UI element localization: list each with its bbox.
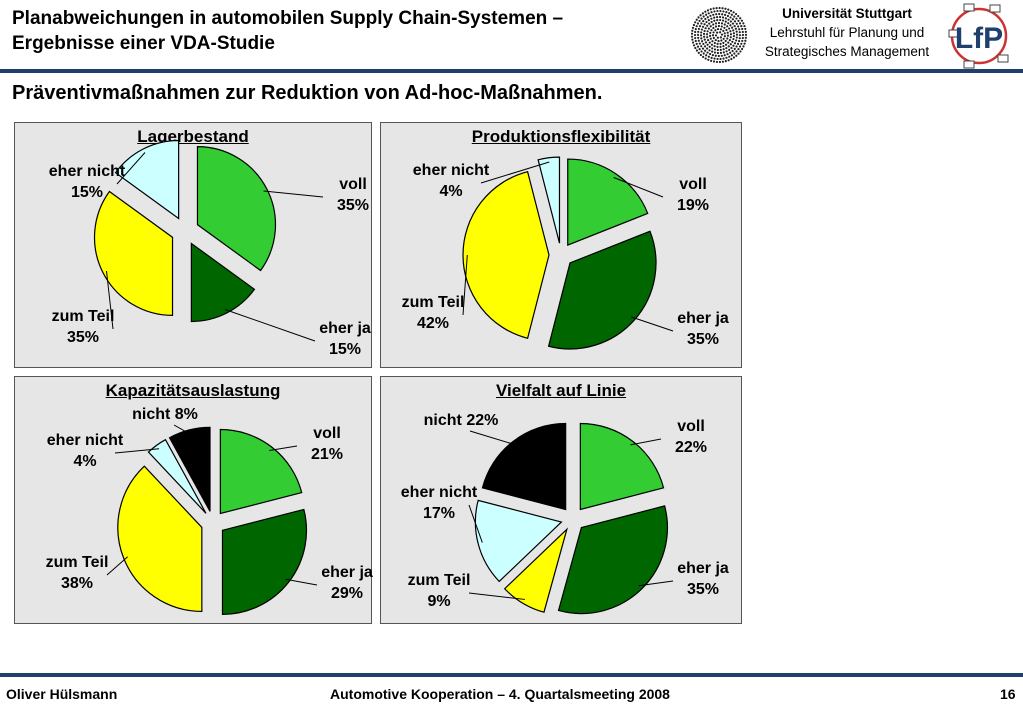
slice-value-label: 35% [67, 329, 99, 346]
footer-author: Oliver Hülsmann [6, 686, 118, 702]
panel-lagerbestand: Lagerbestand voll 35% eher ja 15% zum Teil 35… [14, 122, 372, 368]
leader-line [116, 152, 146, 185]
university-dot-logo [690, 6, 748, 64]
pie-chart-lagerbestand: voll 35% eher ja 15% zum Teil 35% eher nicht 15… [49, 139, 371, 358]
leader-line [630, 438, 662, 446]
pie-slice-zum-teil [117, 465, 203, 613]
lfp-logo: LfP [948, 3, 1009, 69]
slice-value-label: 21% [311, 446, 343, 463]
slice-value-label: 19% [677, 197, 709, 214]
pie-slice-zum-teil [462, 170, 550, 340]
leader-line [106, 556, 128, 576]
pie-slice-voll [196, 146, 277, 272]
pie-chart-kapazitaetsauslastung: voll 21% eher ja 29% zum Teil 38% eher nicht 4%… [46, 406, 373, 615]
leader-line [631, 316, 674, 332]
slice-label: nicht 22% [424, 412, 499, 429]
slice-value-label: 9% [427, 593, 450, 610]
pie-slice-voll [579, 422, 665, 511]
pie-slice-voll [567, 158, 649, 246]
slice-label: eher ja [677, 560, 729, 577]
slice-value-label: 35% [687, 331, 719, 348]
leader-line [468, 504, 483, 543]
slice-value-label: 42% [417, 315, 449, 332]
subtitle: Präventivmaßnahmen zur Reduktion von Ad-… [12, 82, 603, 104]
page-number: 16 [1000, 686, 1016, 702]
header-rule [0, 69, 1023, 73]
leader-line [224, 309, 316, 342]
panel-kapazitaetsauslastung: Kapazitätsauslastung voll 21% eher ja 29% zu… [14, 376, 373, 624]
chair-line1: Lehrstuhl für Planung und [769, 25, 925, 40]
leader-line [613, 177, 664, 198]
slice-label: eher nicht [401, 484, 478, 501]
university-block: Universität Stuttgart Lehrstuhl für Plan… [752, 4, 942, 61]
pie-slice-zum-teil [503, 527, 569, 613]
slice-value-label: 15% [71, 184, 103, 201]
leader-line [468, 592, 525, 600]
chart-title: Produktionsflexibilität [471, 127, 651, 146]
lfp-logo-text: LfP [955, 22, 1003, 55]
slide-title-line2: Ergebnisse einer VDA-Studie [12, 33, 275, 54]
slice-label: eher ja [677, 310, 729, 327]
pie-slice-nicht [168, 426, 211, 512]
pie-slice-eher-nicht [474, 499, 563, 583]
pie-slice-eher-ja [557, 505, 669, 615]
slice-label: eher ja [321, 564, 373, 581]
slice-label: eher ja [319, 320, 371, 337]
slice-value-label: 15% [329, 341, 361, 358]
slide-title-line1: Planabweichungen in automobilen Supply C… [12, 8, 564, 29]
leader-line [173, 424, 191, 435]
leader-line [638, 580, 674, 587]
slice-label: nicht 8% [132, 406, 198, 423]
leader-line [480, 161, 550, 184]
slice-label: voll [339, 176, 367, 193]
pie-chart-produktionsflexibilitaet: voll 19% eher ja 35% zum Teil 42% eher nicht 4% [402, 156, 729, 350]
slide-title: Planabweichungen in automobilen Supply C… [12, 6, 563, 56]
slice-label: zum Teil [402, 294, 465, 311]
leader-line [269, 445, 298, 451]
slice-label: eher nicht [47, 432, 124, 449]
pie-slice-eher-nicht [114, 139, 180, 220]
pie-slice-eher-ja [547, 230, 657, 350]
chart-title: Vielfalt auf Linie [495, 381, 627, 400]
slice-label: zum Teil [46, 554, 109, 571]
slice-value-label: 4% [439, 183, 462, 200]
slice-value-label: 29% [331, 585, 363, 602]
pie-slice-voll [219, 428, 303, 515]
chart-title: Kapazitätsauslastung [105, 381, 281, 400]
panel-vielfalt-auf-linie: Vielfalt auf Linie voll 22% eher ja 35% zum … [380, 376, 742, 624]
slice-value-label: 4% [73, 453, 96, 470]
slice-label: eher nicht [413, 162, 490, 179]
slice-value-label: 22% [675, 439, 707, 456]
university-name: Universität Stuttgart [782, 6, 912, 21]
chair-line2: Strategisches Management [764, 44, 930, 59]
footer-event: Automotive Kooperation – 4. Quartalsmeet… [330, 686, 670, 702]
slice-label: zum Teil [52, 308, 115, 325]
slice-label: eher nicht [49, 163, 126, 180]
pie-slice-eher-ja [221, 508, 308, 615]
pie-slice-eher-nicht [537, 156, 561, 244]
slice-value-label: 35% [687, 581, 719, 598]
slice-value-label: 35% [337, 197, 369, 214]
leader-line [462, 254, 468, 316]
slice-label: zum Teil [408, 572, 471, 589]
pie-slice-eher-nicht [147, 438, 207, 514]
slice-label: voll [313, 425, 341, 442]
leader-line [106, 270, 114, 330]
panel-produktionsflexibilitaet: Produktionsflexibilität voll 19% eher ja 35… [380, 122, 742, 368]
leader-line [263, 190, 324, 198]
pie-slice-eher-ja [190, 242, 256, 323]
slice-label: voll [677, 418, 705, 435]
footer-rule [0, 673, 1023, 677]
pie-chart-vielfalt-auf-linie: voll 22% eher ja 35% zum Teil 9% eher nicht 17%… [401, 412, 729, 615]
leader-line [469, 430, 516, 446]
pie-slice-nicht [481, 422, 567, 511]
slice-label: voll [679, 176, 707, 193]
leader-line [114, 448, 160, 454]
pie-slice-zum-teil [93, 190, 174, 316]
leader-line [285, 578, 318, 586]
slice-value-label: 38% [61, 575, 93, 592]
slice-value-label: 17% [423, 505, 455, 522]
